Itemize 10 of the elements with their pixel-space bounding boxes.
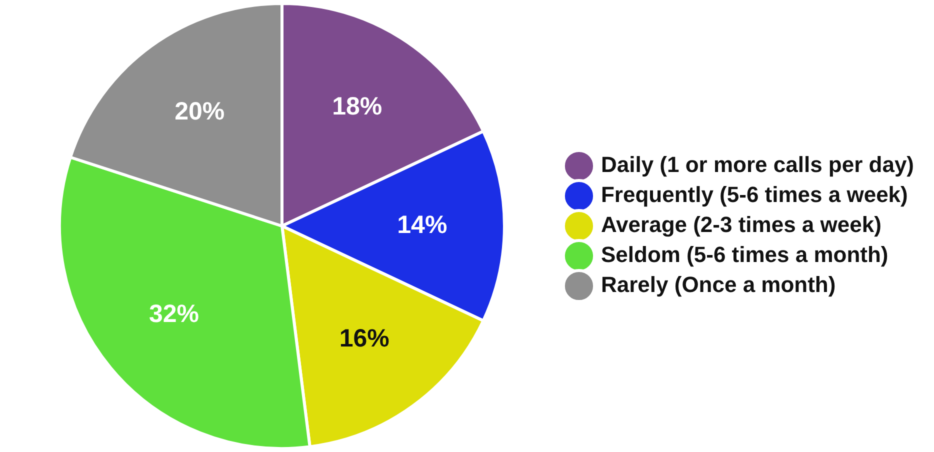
data-label: 18% bbox=[332, 92, 382, 121]
legend-label: Seldom (5-6 times a month) bbox=[600, 242, 888, 268]
data-label: 14% bbox=[397, 210, 448, 239]
data-label: 16% bbox=[339, 324, 390, 352]
legend-label: Frequently (5-6 times a week) bbox=[600, 182, 908, 208]
legend-label: Average (2-3 times a week) bbox=[600, 212, 882, 238]
legend-label: Rarely (Once a month) bbox=[600, 272, 836, 298]
legend-label: Daily (1 or more calls per day) bbox=[600, 152, 914, 178]
data-label: 32% bbox=[148, 300, 200, 328]
data-label: 20% bbox=[174, 97, 225, 126]
